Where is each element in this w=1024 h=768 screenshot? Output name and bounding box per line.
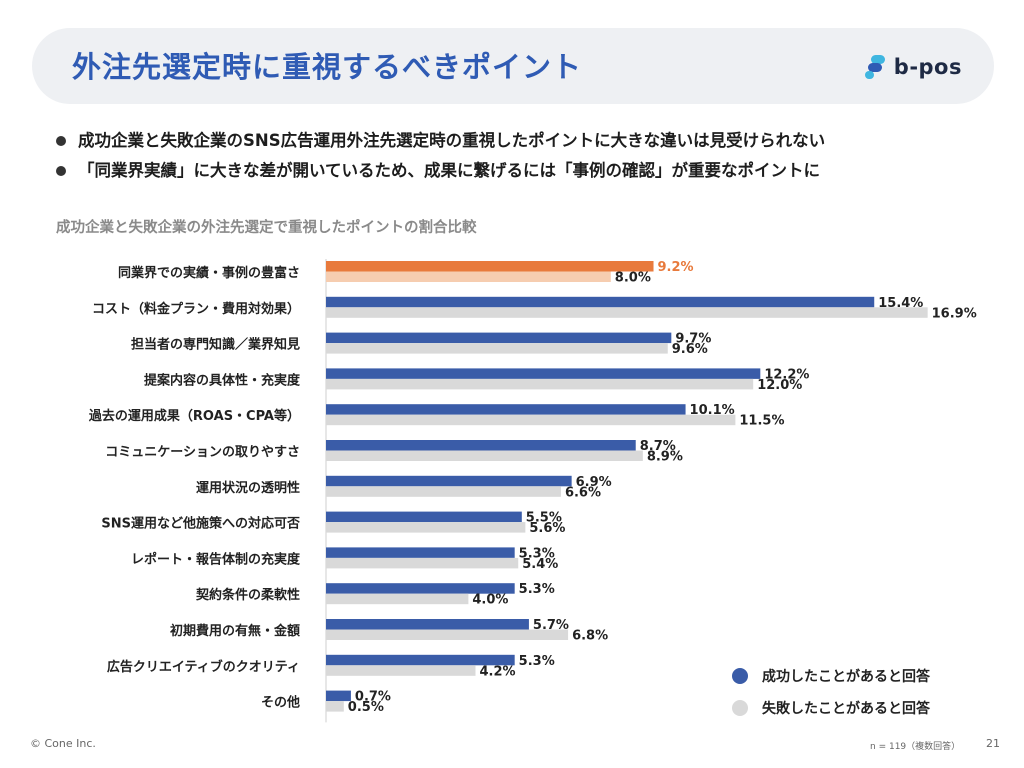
category-label: 運用状況の透明性 <box>196 480 300 496</box>
category-label: 提案内容の具体性・充実度 <box>144 372 301 388</box>
data-label: 0.7% <box>355 690 391 705</box>
bar-failure <box>326 378 754 390</box>
logo-text: b-pos <box>893 55 962 79</box>
bar-success <box>326 404 686 415</box>
bar-failure <box>326 522 526 533</box>
legend-swatch <box>732 700 748 716</box>
category-label: レポート・報告体制の充実度 <box>131 551 301 567</box>
data-label: 8.9% <box>647 450 683 465</box>
bar-failure <box>326 593 469 605</box>
data-label: 12.0% <box>757 378 802 393</box>
sample-note: n = 119（複数回答） <box>870 742 961 752</box>
category-label: その他 <box>261 695 300 711</box>
data-label: 8.7% <box>640 439 676 454</box>
bar-success <box>326 511 522 523</box>
category-label: 同業界での実績・事例の豊富さ <box>118 265 300 281</box>
category-label: コミュニケーションの取りやすさ <box>105 445 300 460</box>
logo-icon <box>864 55 885 79</box>
bar-failure <box>326 307 928 318</box>
bar-success <box>326 654 515 666</box>
data-label: 9.2% <box>658 260 694 275</box>
chart-title: 成功企業と失敗企業の外注先選定で重視したポイントの割合比較 <box>56 220 477 236</box>
bar-failure <box>326 271 611 282</box>
bar-success <box>326 440 636 451</box>
category-label: 契約条件の柔軟性 <box>195 587 300 603</box>
page-title: 外注先選定時に重視するべきポイント <box>72 50 583 84</box>
bar-success <box>326 547 515 558</box>
data-label: 9.6% <box>672 342 708 357</box>
data-label: 4.0% <box>472 593 508 608</box>
category-label: 広告クリエイティブのクオリティ <box>107 659 300 675</box>
bar-failure <box>326 486 561 497</box>
bar-success <box>326 475 572 487</box>
data-label: 0.5% <box>348 700 384 715</box>
data-label: 5.3% <box>519 654 555 669</box>
bar-success <box>326 261 654 272</box>
bar-failure <box>326 450 643 461</box>
data-label: 12.2% <box>764 367 809 382</box>
legend-item-success: 成功したことがあると回答 <box>732 660 930 692</box>
page-number: 21 <box>986 737 1000 750</box>
data-label: 5.3% <box>519 546 555 561</box>
bar-failure <box>326 665 476 676</box>
category-label: 担当者の専門知識／業界知見 <box>131 337 300 353</box>
data-label: 5.5% <box>526 511 562 526</box>
bullet-list: 成功企業と失敗企業のSNS広告運用外注先選定時の重視したポイントに大きな違いは見… <box>56 126 996 186</box>
category-label: コスト（料金プラン・費用対効果） <box>92 301 300 317</box>
bar-failure <box>326 629 569 640</box>
data-label: 15.4% <box>878 296 923 311</box>
bar-success <box>326 332 672 344</box>
data-label: 4.2% <box>480 664 516 679</box>
logo: b-pos <box>864 53 962 81</box>
data-label: 11.5% <box>739 414 784 429</box>
category-label: SNS運用など他施策への対応可否 <box>101 516 300 532</box>
chart-legend: 成功したことがあると回答 失敗したことがあると回答 <box>732 660 930 724</box>
data-label: 6.9% <box>576 475 612 490</box>
data-label: 6.8% <box>572 629 608 644</box>
copyright: © Cone Inc. <box>30 737 96 750</box>
bar-success <box>326 296 875 308</box>
bar-success <box>326 583 515 594</box>
legend-label: 成功したことがあると回答 <box>762 669 930 685</box>
bullet-item: 成功企業と失敗企業のSNS広告運用外注先選定時の重視したポイントに大きな違いは見… <box>56 126 996 156</box>
category-label: 過去の運用成果（ROAS・CPA等） <box>88 408 300 424</box>
data-label: 5.4% <box>522 557 558 572</box>
data-label: 9.7% <box>675 332 711 347</box>
data-label: 16.9% <box>932 306 977 321</box>
data-label: 10.1% <box>690 403 735 418</box>
bar-success <box>326 690 351 702</box>
data-label: 6.6% <box>565 485 601 500</box>
bar-failure <box>326 557 519 569</box>
data-label: 5.7% <box>533 618 569 633</box>
bar-success <box>326 368 761 379</box>
data-label: 8.0% <box>615 271 651 286</box>
bar-failure <box>326 343 668 354</box>
header-banner: 外注先選定時に重視するべきポイント b-pos <box>32 28 994 104</box>
category-label: 初期費用の有無・金額 <box>170 623 300 639</box>
bar-success <box>326 619 529 630</box>
legend-label: 失敗したことがあると回答 <box>762 701 930 717</box>
data-label: 5.3% <box>519 582 555 597</box>
bar-failure <box>326 414 736 426</box>
legend-swatch <box>732 668 748 684</box>
bar-failure <box>326 701 344 712</box>
data-label: 5.6% <box>529 521 565 536</box>
legend-item-failure: 失敗したことがあると回答 <box>732 692 930 724</box>
bullet-item: 「同業界実績」に大きな差が開いているため、成果に繋げるには「事例の確認」が重要な… <box>56 156 996 186</box>
